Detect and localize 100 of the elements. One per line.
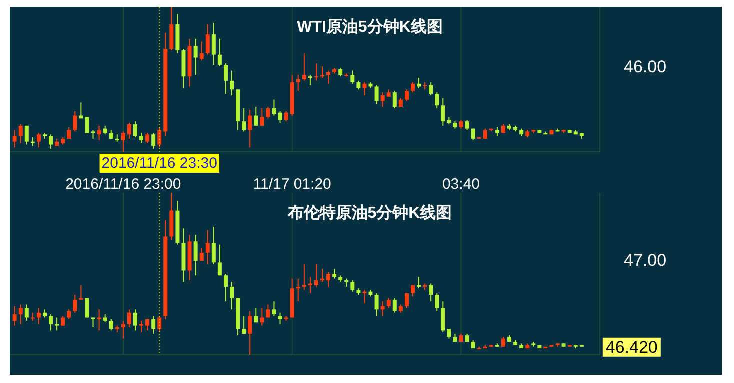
candlestick [79, 284, 84, 300]
candlestick [435, 92, 440, 109]
x-tick-label: 2016/11/16 23:00 [66, 176, 182, 193]
candlestick [200, 41, 204, 62]
candlestick [320, 268, 324, 283]
candlestick [212, 226, 216, 265]
candlestick [350, 280, 355, 292]
candlestick [296, 74, 300, 92]
candlestick [121, 320, 126, 340]
candlestick [152, 316, 156, 334]
candlestick [308, 276, 312, 294]
candlestick [18, 304, 23, 325]
candlestick [441, 98, 446, 126]
candlestick [109, 318, 114, 332]
text: 46.00 [624, 57, 667, 76]
text: 布伦特原油5分钟K线图 [286, 204, 452, 222]
candlestick [380, 301, 385, 317]
candlestick [218, 244, 222, 276]
candlestick [284, 110, 288, 122]
candlestick [266, 304, 270, 318]
candlestick [206, 24, 210, 56]
candlestick [24, 304, 29, 322]
candlestick [272, 99, 276, 116]
text: 47.00 [624, 250, 667, 270]
candlestick [392, 298, 397, 314]
candlestick [272, 301, 276, 317]
candlestick [200, 248, 204, 262]
candlestick [386, 298, 391, 309]
candlestick [374, 84, 379, 105]
candlestick [332, 268, 337, 280]
annotation: 46.420 [606, 338, 658, 357]
candlestick [392, 90, 397, 109]
x-tick-label: 11/17 01:20 [253, 176, 332, 193]
candlestick [404, 89, 409, 102]
candlestick [97, 309, 102, 332]
candlestick [206, 230, 210, 265]
candlestick [308, 74, 312, 86]
candlestick [91, 317, 96, 328]
candlestick [296, 278, 300, 302]
candlestick [242, 316, 246, 334]
candlestick [36, 308, 41, 325]
candlestick [254, 106, 258, 126]
candlestick [24, 125, 29, 146]
candlestick [404, 292, 409, 309]
candlestick [73, 294, 78, 314]
candlestick [121, 131, 126, 152]
candlestick [224, 274, 228, 302]
candlestick [447, 328, 452, 340]
candlestick [326, 272, 331, 288]
candlestick [477, 346, 482, 350]
candlestick [127, 122, 132, 140]
candlestick [278, 312, 282, 325]
candlestick [152, 132, 156, 150]
candlestick [194, 234, 198, 276]
candlestick [314, 264, 318, 288]
candlestick [158, 316, 162, 333]
x-tick-label: 03:40 [442, 176, 480, 193]
candlestick [85, 116, 90, 134]
candlestick [266, 106, 270, 120]
candlestick [146, 132, 150, 144]
ref-line-label: 2016/11/16 23:30 [102, 155, 218, 172]
candlestick [248, 109, 252, 148]
candlestick [127, 309, 132, 328]
candlestick [417, 276, 422, 290]
candlestick [260, 108, 264, 126]
text: WTI原油5分钟K线图 [297, 18, 443, 36]
candlestick [350, 70, 355, 84]
candlestick [465, 120, 470, 131]
candlestick [314, 63, 318, 82]
candlestick [67, 309, 72, 320]
candlestick [73, 110, 78, 132]
candlestick [12, 130, 17, 148]
candlestick [242, 108, 246, 132]
candlestick [483, 128, 488, 140]
candlestick [410, 82, 415, 94]
candlestick [49, 134, 54, 150]
candlestick [36, 132, 41, 148]
candlestick [248, 310, 252, 356]
candlestick [429, 283, 434, 302]
candlestick [278, 110, 282, 124]
candlestick [61, 316, 66, 326]
candlestick [441, 301, 446, 333]
candlestick [212, 22, 216, 66]
candlestick [218, 38, 222, 67]
candlestick [55, 317, 60, 332]
candlestick [12, 306, 17, 326]
candlestick [133, 309, 138, 332]
candlestick [18, 124, 23, 144]
candlestick [380, 92, 385, 108]
candlestick [362, 290, 367, 304]
candlestick [302, 264, 306, 291]
candlestick [49, 314, 54, 332]
candlestick [224, 63, 228, 94]
candlestick [158, 126, 162, 148]
candlestick [362, 82, 367, 96]
candlestick [230, 70, 234, 96]
candlestick [501, 336, 506, 348]
candlestick [429, 82, 434, 96]
candlestick [302, 52, 306, 82]
candlestick [374, 292, 379, 317]
